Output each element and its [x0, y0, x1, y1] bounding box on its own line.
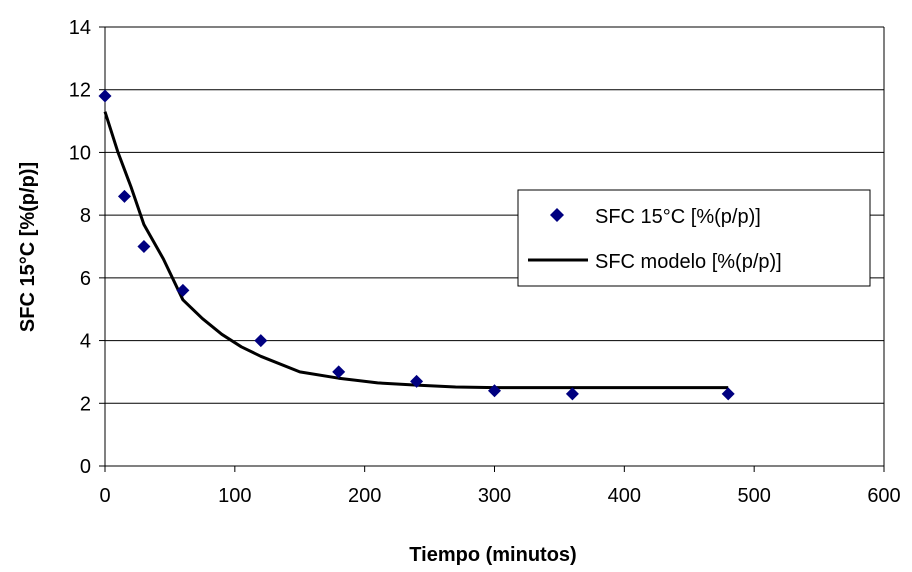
data-point-diamond — [176, 283, 190, 297]
y-tick-label: 12 — [69, 80, 91, 102]
x-axis-title: Tiempo (minutos) — [409, 544, 576, 566]
x-tick-label: 600 — [867, 485, 900, 507]
legend-label-observed: SFC 15°C [%(p/p)] — [595, 206, 761, 228]
y-tick-label: 6 — [80, 268, 91, 290]
data-point-diamond — [332, 365, 346, 379]
x-tick-label: 100 — [218, 485, 251, 507]
data-point-diamond — [565, 387, 579, 401]
x-tick-label: 400 — [608, 485, 641, 507]
legend-box — [517, 189, 871, 287]
data-point-diamond — [137, 240, 151, 253]
legend-marker-diamond-icon — [550, 208, 564, 222]
y-axis-title: SFC 15°C [%(p/p)] — [17, 162, 39, 332]
y-tick-label: 14 — [69, 17, 91, 39]
y-tick-label: 8 — [80, 205, 91, 227]
legend-label-model: SFC modelo [%(p/p)] — [595, 251, 782, 273]
x-tick-label: 0 — [99, 485, 110, 507]
tick-labels: 0 2 4 6 8 10 12 14 0 100 200 300 400 500 600 — [69, 17, 901, 507]
data-point-diamond — [721, 387, 735, 401]
y-tick-label: 4 — [80, 331, 91, 353]
x-tick-label: 300 — [478, 485, 511, 507]
data-point-diamond — [488, 384, 501, 398]
data-point-diamond — [98, 89, 112, 103]
legend: SFC 15°C [%(p/p)] SFC modelo [%(p/p)] — [517, 189, 871, 287]
data-point-diamond — [254, 334, 268, 348]
y-tick-label: 0 — [80, 456, 91, 478]
gridlines — [105, 26, 885, 466]
x-tick-label: 500 — [737, 485, 770, 507]
data-point-diamond — [117, 189, 131, 203]
y-tick-label: 10 — [69, 142, 91, 164]
y-tick-label: 2 — [80, 393, 91, 415]
observed-series — [98, 89, 735, 401]
x-tick-label: 200 — [348, 485, 381, 507]
data-point-diamond — [410, 374, 424, 388]
